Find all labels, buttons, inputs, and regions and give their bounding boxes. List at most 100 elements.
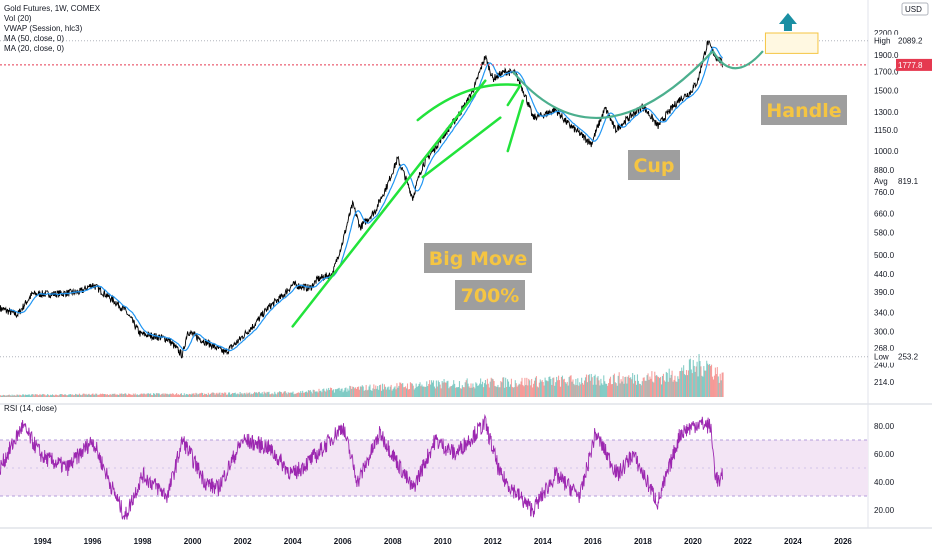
volume-bar — [77, 394, 80, 397]
volume-bar — [247, 393, 249, 397]
volume-bar — [483, 383, 486, 397]
volume-bar — [625, 376, 627, 397]
green-arrow-stroke-2 — [506, 99, 525, 153]
volume-bar — [155, 393, 157, 397]
volume-bar — [348, 390, 350, 397]
volume-bar — [335, 389, 337, 397]
volume-bar — [50, 394, 52, 397]
year-tick-label: 1998 — [134, 537, 152, 546]
volume-bar — [117, 394, 119, 397]
volume-bar — [86, 394, 88, 397]
indicator-legend[interactable]: Gold Futures, 1W, COMEX Vol (20) VWAP (S… — [4, 4, 101, 53]
volume-bar — [69, 394, 71, 397]
volume-bar — [527, 385, 529, 397]
volume-bar — [632, 373, 634, 397]
volume-bar — [678, 378, 680, 397]
volume-bar — [647, 373, 649, 397]
volume-bar — [639, 383, 641, 397]
volume-bar — [263, 391, 265, 397]
price-tick-label: 1500.0 — [874, 86, 899, 95]
volume-bar — [685, 375, 687, 397]
volume-bar — [552, 377, 554, 397]
volume-bar — [168, 394, 170, 397]
volume-bar — [101, 394, 103, 397]
volume-bar — [115, 394, 117, 397]
volume-bar — [10, 395, 12, 397]
volume-bar — [446, 381, 448, 397]
volume-bar — [258, 391, 260, 397]
chart-title[interactable]: Gold Futures, 1W, COMEX — [4, 4, 101, 13]
volume-bar — [318, 388, 320, 397]
volume-bar — [512, 387, 514, 397]
volume-bar — [345, 387, 347, 397]
volume-bar — [354, 388, 356, 397]
indicator-ma-50[interactable]: MA (50, close, 0) — [4, 34, 64, 43]
volume-bar — [9, 395, 11, 397]
volume-bar — [216, 392, 218, 397]
volume-bar — [427, 386, 429, 397]
volume-bar — [492, 379, 494, 397]
volume-bar — [702, 376, 704, 397]
volume-bar — [514, 380, 516, 397]
volume-bar — [620, 379, 622, 397]
volume-bar — [265, 393, 267, 397]
current-price-value-bg — [896, 58, 932, 71]
volume-bar — [665, 371, 667, 397]
volume-bar — [328, 387, 330, 397]
volume-bar — [146, 393, 148, 397]
volume-bar — [20, 395, 22, 397]
volume-bar — [509, 384, 512, 397]
year-tick-label: 2000 — [184, 537, 202, 546]
volume-bar — [717, 376, 719, 397]
volume-bar — [239, 392, 241, 397]
volume-bar — [164, 393, 166, 397]
volume-bar — [597, 376, 599, 397]
volume-bar — [649, 376, 651, 397]
volume-bar — [13, 394, 15, 397]
volume-bar — [375, 385, 377, 397]
volume-bar — [51, 394, 54, 397]
volume-bar — [684, 374, 686, 397]
volume-bar — [579, 382, 581, 397]
volume-bar — [374, 389, 376, 397]
price-tick-label: 1000.0 — [874, 147, 899, 156]
volume-bar — [650, 378, 652, 397]
volume-bar — [377, 386, 379, 397]
volume-bar — [599, 385, 601, 397]
indicator-vwap[interactable]: VWAP (Session, hlc3) — [4, 24, 83, 33]
currency-box — [901, 2, 929, 16]
indicator-volume[interactable]: Vol (20) — [4, 14, 32, 23]
volume-bar — [501, 382, 503, 397]
price-tick-label: 300.0 — [874, 327, 895, 336]
volume-bar — [203, 393, 206, 397]
volume-bar — [142, 394, 144, 397]
volume-bar — [23, 394, 25, 397]
volume-bar — [450, 386, 452, 397]
rsi-title[interactable]: RSI (14, close) — [4, 404, 57, 413]
volume-bar — [646, 375, 648, 397]
indicator-ma-20[interactable]: MA (20, close, 0) — [4, 44, 64, 53]
volume-bar — [713, 375, 715, 397]
volume-bar — [435, 380, 437, 397]
volume-bar — [32, 394, 34, 397]
volume-bar — [181, 394, 183, 397]
volume-bar — [208, 394, 210, 397]
volume-bar — [610, 384, 613, 397]
volume-bar — [281, 393, 283, 397]
volume-bar — [382, 389, 385, 397]
volume-bar — [698, 354, 700, 397]
volume-bar — [420, 386, 422, 397]
volume-bar — [147, 393, 149, 397]
volume-bar — [445, 382, 447, 397]
volume-bar — [290, 392, 292, 397]
volume-bar — [470, 383, 472, 397]
volume-bar — [564, 382, 566, 397]
volume-bar — [65, 394, 67, 397]
volume-bar — [679, 371, 681, 397]
currency-selector[interactable]: USD — [901, 2, 929, 16]
volume-bar — [322, 389, 324, 397]
volume-bar — [715, 374, 717, 397]
volume-bar — [300, 391, 302, 397]
volume-bar — [412, 385, 414, 397]
